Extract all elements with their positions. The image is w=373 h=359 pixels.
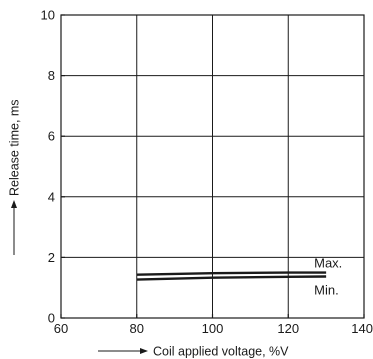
x-tick-label-80: 80: [130, 321, 144, 336]
tick-labels-layer: 0 2 4 6 8 10 60 80 100 120 140: [41, 8, 373, 337]
x-axis-title: Coil applied voltage, %V: [153, 345, 289, 359]
x-tick-label-140: 140: [351, 321, 373, 336]
y-tick-label-2: 2: [48, 250, 55, 265]
x-tick-label-60: 60: [54, 321, 68, 336]
series-line-min: [136, 275, 327, 281]
x-tick-label-120: 120: [277, 321, 299, 336]
y-tick-label-8: 8: [48, 68, 55, 83]
y-tick-label-6: 6: [48, 129, 55, 144]
y-tick-label-4: 4: [48, 189, 55, 204]
series-line-max: [136, 271, 327, 276]
series-layer: [136, 271, 327, 281]
series-label-max: Max.: [314, 256, 342, 271]
y-tick-label-0: 0: [48, 311, 55, 326]
y-axis-title: Release time, ms: [8, 99, 22, 196]
series-labels-layer: Max. Min.: [314, 256, 342, 298]
series-label-min: Min.: [314, 282, 339, 297]
x-axis-arrow-head: [140, 348, 148, 354]
y-tick-label-10: 10: [41, 8, 55, 23]
x-tick-label-100: 100: [202, 321, 224, 336]
axis-titles-layer: Coil applied voltage, %V Release time, ms: [8, 99, 290, 358]
y-axis-arrow-head: [11, 200, 17, 208]
